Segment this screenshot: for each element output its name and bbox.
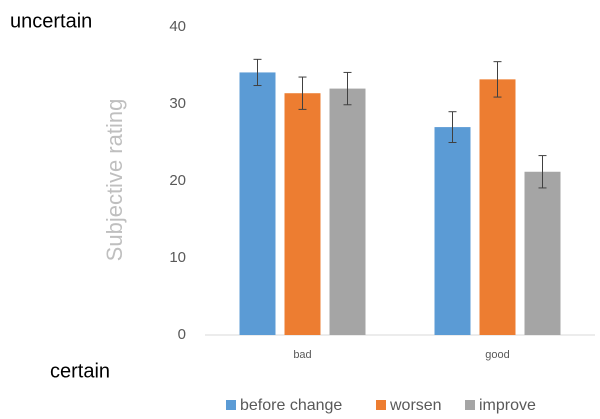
bar <box>239 72 276 336</box>
x-tick-label: bad <box>293 349 311 361</box>
x-tick-label: good <box>485 349 509 361</box>
y-tick-label: 10 <box>169 249 186 266</box>
bar <box>434 127 471 335</box>
bar <box>479 79 516 335</box>
annotation: certain <box>50 360 110 382</box>
legend-swatch <box>226 400 236 410</box>
error-bar <box>448 111 457 143</box>
y-tick-label: 40 <box>169 18 186 35</box>
error-bar <box>298 76 307 110</box>
y-tick-label: 0 <box>178 326 186 343</box>
annotation: uncertain <box>10 10 92 32</box>
legend-swatch <box>376 400 386 410</box>
legend-label: before change <box>240 397 342 414</box>
y-tick-label: 20 <box>169 172 186 189</box>
legend-label: worsen <box>389 397 442 414</box>
error-bar <box>253 58 262 87</box>
y-tick-label: 30 <box>169 95 186 112</box>
legend-swatch <box>465 400 475 410</box>
error-bar <box>343 71 352 106</box>
error-bar <box>493 61 502 98</box>
bar <box>329 88 366 335</box>
legend-label: improve <box>479 397 536 414</box>
error-bar <box>538 155 547 189</box>
y-axis-label: Subjective rating <box>102 99 127 262</box>
bar <box>524 171 561 335</box>
bar <box>284 93 321 335</box>
